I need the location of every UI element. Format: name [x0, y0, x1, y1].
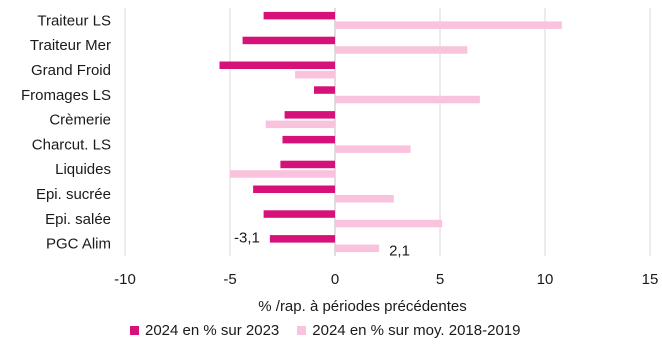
- data-labels: -3,1 2,1: [234, 230, 410, 260]
- bar-series-2: [335, 145, 411, 153]
- gridlines: [124, 8, 651, 256]
- x-axis-label: % /rap. à périodes précédentes: [258, 298, 466, 315]
- bar-series-2: [335, 195, 394, 203]
- x-tick-label: 5: [436, 271, 444, 288]
- x-tick-label: -10: [114, 271, 136, 288]
- bar-series-2: [335, 244, 380, 253]
- bar-series-1: [253, 185, 335, 193]
- x-tick-label: 0: [331, 271, 339, 288]
- category-labels: Traiteur LS Traiteur Mer Grand Froid Fromag…: [21, 12, 111, 252]
- legend: 2024 en % sur 2023 2024 en % sur moy. 20…: [130, 322, 520, 339]
- bar-series-1: [219, 61, 335, 69]
- bar-series-2: [230, 170, 335, 178]
- x-tick-labels: -10 -5 0 5 10 15: [114, 271, 658, 288]
- category-label: Grand Froid: [31, 62, 111, 79]
- bars: [219, 11, 562, 253]
- legend-swatch: [130, 326, 139, 335]
- category-label: Charcut. LS: [32, 136, 111, 153]
- legend-swatch: [297, 326, 307, 335]
- category-label: Liquides: [55, 161, 111, 178]
- bar-series-1: [263, 210, 335, 218]
- legend-item-series-1: 2024 en % sur 2023: [130, 322, 279, 339]
- data-label: -3,1: [234, 230, 260, 247]
- bar-series-2: [335, 95, 480, 104]
- x-tick-label: 15: [642, 271, 659, 288]
- bar-series-1: [269, 235, 335, 243]
- bar-series-1: [280, 160, 335, 169]
- bar-series-1: [242, 36, 335, 45]
- bar-series-1: [284, 111, 335, 119]
- category-label: Epi. sucrée: [36, 186, 111, 203]
- bar-series-2: [265, 120, 335, 129]
- data-label: 2,1: [389, 243, 410, 260]
- bar-series-2: [335, 46, 468, 54]
- category-label: Epi. salée: [45, 211, 111, 228]
- category-label: Crèmerie: [49, 112, 111, 129]
- category-label: PGC Alim: [46, 236, 111, 253]
- bar-series-2: [335, 219, 443, 228]
- bar-series-1: [263, 11, 335, 20]
- x-tick-label: 10: [537, 271, 554, 288]
- legend-label: 2024 en % sur moy. 2018-2019: [312, 322, 521, 339]
- bar-series-2: [335, 21, 562, 29]
- bar-series-1: [314, 86, 335, 94]
- x-tick-label: -5: [223, 271, 236, 288]
- category-label: Fromages LS: [21, 87, 111, 104]
- legend-label: 2024 en % sur 2023: [145, 322, 280, 339]
- category-label: Traiteur Mer: [30, 37, 111, 54]
- bar-series-1: [282, 135, 335, 144]
- bar-series-2: [295, 71, 335, 79]
- legend-item-series-2: 2024 en % sur moy. 2018-2019: [297, 322, 520, 339]
- category-label: Traiteur LS: [37, 12, 111, 29]
